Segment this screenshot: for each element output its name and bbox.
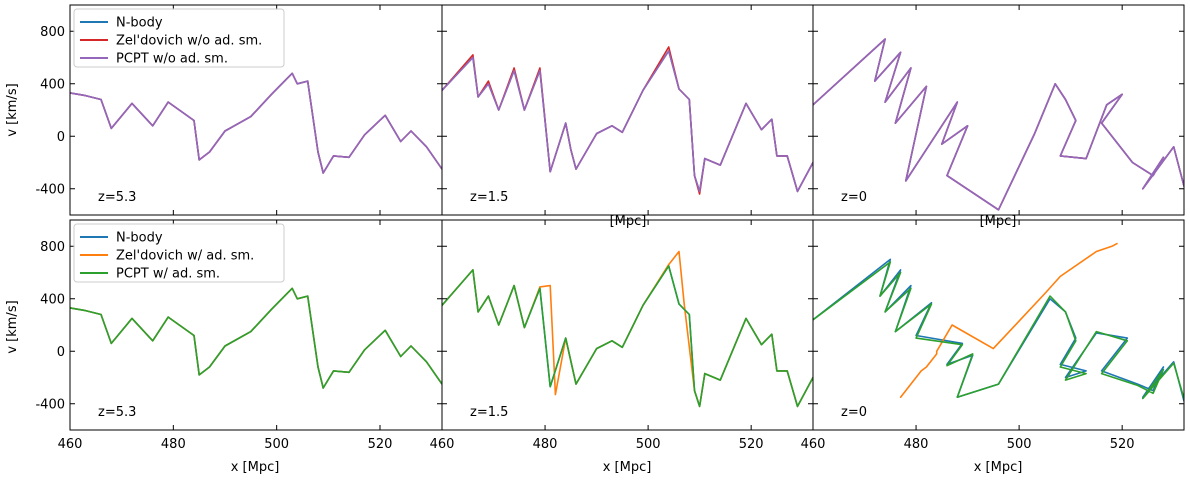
legend-entry: Zel'dovich w/ ad. sm. <box>116 249 254 264</box>
y-tick-label: -400 <box>35 397 65 412</box>
redshift-label: z=5.3 <box>98 405 136 420</box>
panel-frame <box>812 4 1185 216</box>
legend-entry: N-body <box>116 231 163 246</box>
plot-area <box>813 5 1184 215</box>
series-group <box>70 287 442 389</box>
series-group <box>70 72 442 174</box>
panel-0-1 <box>442 5 813 215</box>
series-group <box>813 38 1184 211</box>
series-group <box>442 46 813 195</box>
x-tick-label: 520 <box>739 437 764 452</box>
x-tick-label: 500 <box>264 437 289 452</box>
series-line <box>442 265 813 408</box>
y-tick-label: 800 <box>40 25 65 40</box>
legend-box <box>73 223 285 283</box>
hidden-x-axis-label-fragment: [Mpc] <box>980 214 1017 229</box>
redshift-label: z=1.5 <box>470 405 508 420</box>
legend: N-body Zel'dovich w/ ad. sm. PCPT w/ ad. s… <box>73 223 285 283</box>
series-line <box>899 242 1118 399</box>
x-tick-label: 480 <box>533 437 558 452</box>
y-tick-label: -400 <box>35 182 65 197</box>
panel-1-1 <box>442 220 813 430</box>
legend: N-body Zel'dovich w/o ad. sm. PCPT w/o ad.… <box>73 8 285 68</box>
plot-area <box>813 220 1184 430</box>
series-group <box>813 242 1184 402</box>
x-tick-label: 480 <box>904 437 929 452</box>
x-axis-label: x [Mpc] <box>231 460 280 475</box>
y-tick-label: 0 <box>57 345 65 360</box>
series-line <box>813 261 1184 400</box>
x-tick-label: 460 <box>58 437 83 452</box>
x-tick-label: 520 <box>1110 437 1135 452</box>
panel-0-2 <box>813 5 1184 215</box>
hidden-x-axis-label-fragment: [Mpc] <box>610 214 647 229</box>
series-line <box>813 258 1184 402</box>
y-tick-label: 0 <box>57 130 65 145</box>
x-tick-label: 520 <box>368 437 393 452</box>
x-tick-label: 500 <box>1007 437 1032 452</box>
series-line <box>70 287 442 389</box>
series-line <box>442 50 813 193</box>
x-tick-label: 460 <box>430 437 455 452</box>
y-axis-label: v [km/s] <box>5 300 20 353</box>
panel-frame <box>812 219 1185 431</box>
series-line <box>70 72 442 174</box>
plot-area <box>442 220 813 430</box>
legend-entry: PCPT w/ ad. sm. <box>116 267 220 282</box>
plot-area <box>442 5 813 215</box>
x-tick-label: 460 <box>801 437 826 452</box>
redshift-label: z=0 <box>841 190 867 205</box>
legend-entry: N-body <box>116 16 163 31</box>
series-line <box>813 38 1184 211</box>
redshift-label: z=0 <box>841 405 867 420</box>
y-axis-label: v [km/s] <box>5 83 20 136</box>
legend-entry: PCPT w/o ad. sm. <box>116 52 228 67</box>
y-tick-label: 400 <box>40 292 65 307</box>
x-tick-label: 480 <box>161 437 186 452</box>
x-axis-label: x [Mpc] <box>974 460 1023 475</box>
legend-box <box>73 8 285 68</box>
series-group <box>442 250 813 408</box>
redshift-label: z=5.3 <box>98 190 136 205</box>
x-axis-label: x [Mpc] <box>603 460 652 475</box>
panel-1-2 <box>813 220 1184 430</box>
x-tick-label: 500 <box>636 437 661 452</box>
redshift-label: z=1.5 <box>470 190 508 205</box>
legend-entry: Zel'dovich w/o ad. sm. <box>116 34 262 49</box>
y-tick-label: 800 <box>40 240 65 255</box>
y-tick-label: 400 <box>40 77 65 92</box>
